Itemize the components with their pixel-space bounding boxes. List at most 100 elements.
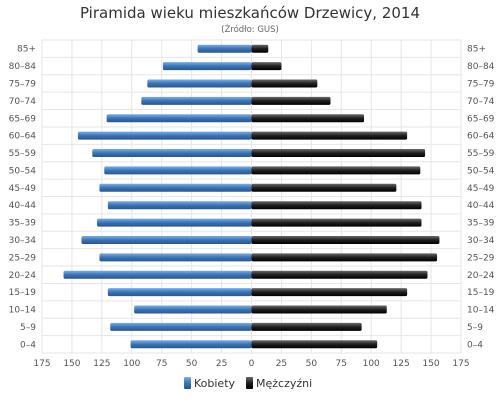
y-tick-label-right: 50–54 xyxy=(467,166,495,176)
y-tick-label-right: 75–79 xyxy=(467,79,495,89)
y-tick-label-left: 85+ xyxy=(17,45,36,55)
bar-mezczyzni xyxy=(251,149,426,158)
y-tick-label-right: 20–24 xyxy=(467,271,495,281)
y-tick-label-right: 10–14 xyxy=(467,306,495,316)
y-tick-label-left: 65–69 xyxy=(9,114,37,124)
bar-kobiety xyxy=(99,183,252,192)
bar-kobiety xyxy=(134,305,252,314)
y-tick-label-left: 60–64 xyxy=(9,132,37,142)
y-tick-label-left: 55–59 xyxy=(9,149,37,159)
bar-kobiety xyxy=(81,235,252,244)
bar-kobiety xyxy=(97,218,252,227)
bar-kobiety xyxy=(162,62,252,71)
bar-kobiety xyxy=(104,166,252,175)
bar-kobiety xyxy=(106,114,252,123)
y-tick-label-left: 0–4 xyxy=(20,340,36,350)
y-tick-label-right: 5–9 xyxy=(467,323,483,333)
legend-swatch[interactable] xyxy=(184,377,191,389)
x-axis: 175 150 125 100 75 50 25 0 25 50 75 100 125 150 175 xyxy=(33,359,469,369)
y-tick-label-left: 5–9 xyxy=(20,323,36,333)
x-tick-label: 150 xyxy=(63,359,80,369)
bar-mezczyzni xyxy=(251,218,422,227)
x-tick-label: 25 xyxy=(216,359,227,369)
x-tick-label: 100 xyxy=(363,359,380,369)
y-tick-label-right: 35–39 xyxy=(467,219,495,229)
bar-kobiety xyxy=(130,340,252,349)
y-tick-label-left: 45–49 xyxy=(9,184,37,194)
bar-kobiety xyxy=(99,253,252,262)
y-axis-right: 85+ 80–84 75–79 70–74 65–69 60–64 55–59 50–54 45… xyxy=(467,45,495,351)
bar-kobiety xyxy=(77,131,252,140)
y-tick-label-right: 70–74 xyxy=(467,97,495,107)
y-tick-label-right: 15–19 xyxy=(467,288,495,298)
y-tick-label-left: 20–24 xyxy=(9,271,37,281)
bar-mezczyzni xyxy=(251,201,422,210)
bar-kobiety xyxy=(141,96,252,105)
chart-title: Piramida wieku mieszkańców Drzewicy, 201… xyxy=(80,4,420,22)
x-tick-label: 25 xyxy=(276,359,287,369)
bar-mezczyzni xyxy=(251,44,269,53)
bar-mezczyzni xyxy=(251,253,438,262)
bar-kobiety xyxy=(107,201,252,210)
y-axis-left: 85+ 80–84 75–79 70–74 65–69 60–64 55–59 50–54 45… xyxy=(9,45,37,351)
bar-mezczyzni xyxy=(251,183,397,192)
bar-kobiety xyxy=(110,322,252,331)
x-tick-label: 175 xyxy=(33,359,50,369)
grid-lines xyxy=(41,39,462,354)
x-tick-label: 0 xyxy=(249,359,255,369)
legend-label[interactable]: Mężczyźni xyxy=(256,377,312,390)
bar-mezczyzni xyxy=(251,79,318,88)
bar-mezczyzni xyxy=(251,166,421,175)
y-tick-label-right: 85+ xyxy=(467,45,486,55)
bars-group xyxy=(63,44,440,349)
x-tick-label: 50 xyxy=(306,359,318,369)
y-tick-label-left: 30–34 xyxy=(9,236,37,246)
y-tick-label-left: 75–79 xyxy=(9,79,37,89)
y-tick-label-right: 80–84 xyxy=(467,62,495,72)
bar-mezczyzni xyxy=(251,340,378,349)
y-tick-label-left: 80–84 xyxy=(9,62,37,72)
bar-kobiety xyxy=(63,270,252,279)
x-tick-label: 175 xyxy=(452,359,469,369)
y-tick-label-left: 15–19 xyxy=(9,288,37,298)
bar-kobiety xyxy=(197,44,252,53)
y-tick-label-right: 40–44 xyxy=(467,201,495,211)
bar-mezczyzni xyxy=(251,288,408,297)
bar-kobiety xyxy=(107,288,252,297)
y-tick-label-left: 40–44 xyxy=(9,201,37,211)
y-tick-label-left: 10–14 xyxy=(9,306,37,316)
y-tick-label-right: 45–49 xyxy=(467,184,495,194)
y-tick-label-right: 60–64 xyxy=(467,132,495,142)
x-tick-label: 125 xyxy=(93,359,110,369)
x-tick-label: 100 xyxy=(123,359,140,369)
bar-kobiety xyxy=(92,149,252,158)
bar-mezczyzni xyxy=(251,235,440,244)
bar-kobiety xyxy=(147,79,252,88)
legend: Kobiety Mężczyźni xyxy=(184,377,312,390)
x-tick-label: 75 xyxy=(156,359,167,369)
bar-mezczyzni xyxy=(251,131,408,140)
y-tick-label-left: 50–54 xyxy=(9,166,37,176)
y-tick-label-right: 0–4 xyxy=(467,340,483,350)
bar-mezczyzni xyxy=(251,270,428,279)
chart-subtitle: (Źródło: GUS) xyxy=(221,23,279,35)
bar-mezczyzni xyxy=(251,322,362,331)
x-tick-label: 125 xyxy=(393,359,410,369)
y-tick-label-right: 55–59 xyxy=(467,149,495,159)
y-tick-label-right: 65–69 xyxy=(467,114,495,124)
bar-mezczyzni xyxy=(251,305,387,314)
bar-mezczyzni xyxy=(251,62,282,71)
y-tick-label-left: 35–39 xyxy=(9,219,37,229)
y-tick-label-left: 25–29 xyxy=(9,253,37,263)
y-tick-label-right: 25–29 xyxy=(467,253,495,263)
bar-mezczyzni xyxy=(251,114,365,123)
legend-label[interactable]: Kobiety xyxy=(194,377,236,390)
x-tick-label: 150 xyxy=(422,359,439,369)
x-tick-label: 75 xyxy=(336,359,347,369)
y-tick-label-right: 30–34 xyxy=(467,236,495,246)
legend-swatch[interactable] xyxy=(246,377,253,389)
bar-mezczyzni xyxy=(251,96,331,105)
y-tick-label-left: 70–74 xyxy=(9,97,37,107)
x-tick-label: 50 xyxy=(186,359,198,369)
